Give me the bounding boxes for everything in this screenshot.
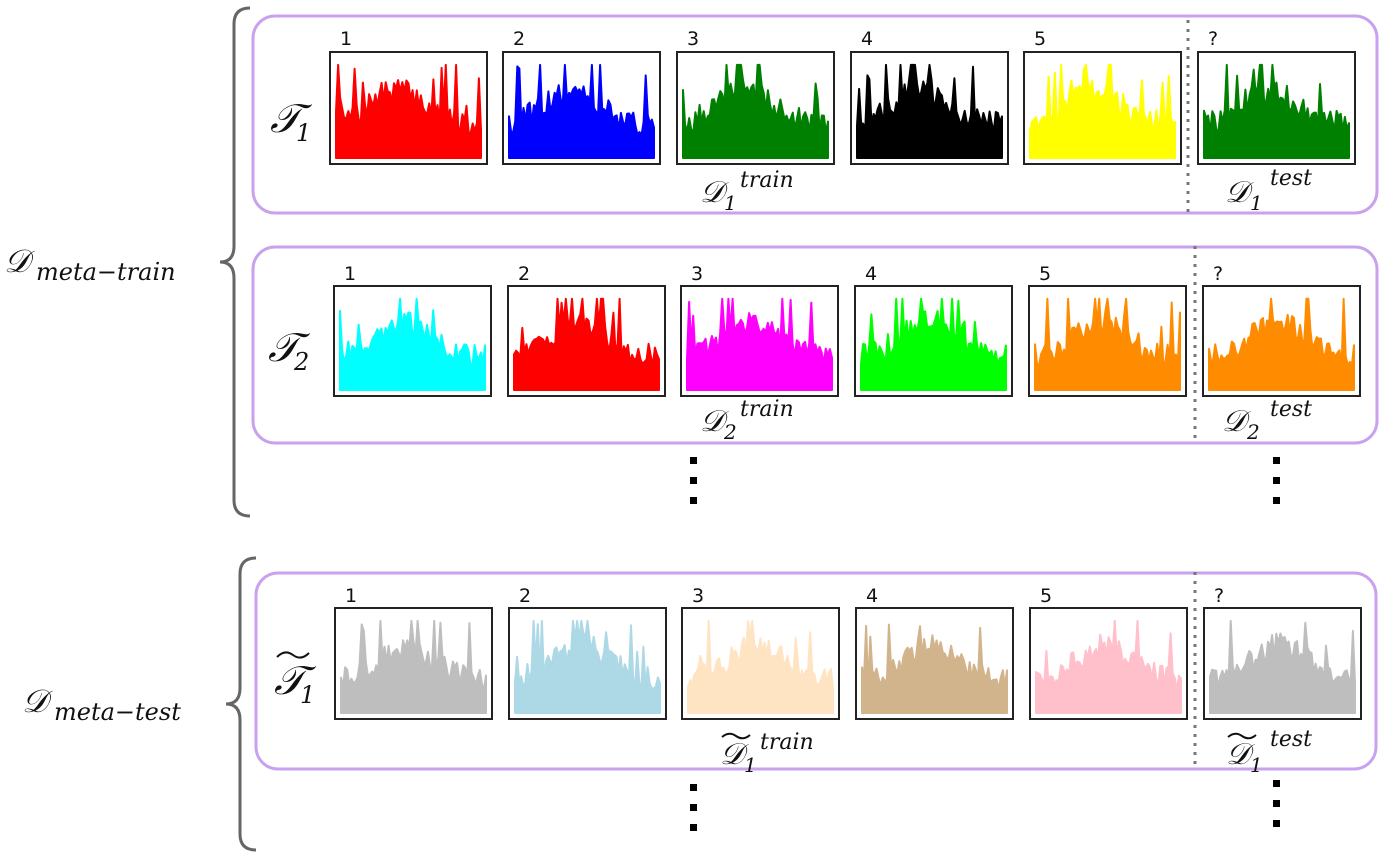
task-2-label: 𝒯 2: [268, 325, 311, 376]
panel-label: 5: [1034, 28, 1046, 50]
panel-waveform: [860, 297, 1007, 391]
panel-waveform: [1034, 297, 1181, 391]
meta-test-label: 𝒟 meta−test: [22, 682, 181, 726]
svg-text:1: 1: [296, 119, 311, 147]
svg-text:2: 2: [1246, 420, 1260, 444]
panel-label: 1: [345, 585, 357, 607]
panel-label: 4: [861, 28, 873, 50]
panel-6: ?: [1197, 28, 1356, 165]
panel-waveform: [1209, 619, 1356, 714]
panel-waveform: [1203, 63, 1350, 159]
meta-test-brace: [225, 556, 257, 852]
panel-label: 5: [1039, 263, 1051, 285]
tilde-mark: [276, 651, 310, 659]
task-1-test-label: 𝒟 1 test: [1225, 166, 1312, 215]
meta-test-continuation-dots: [690, 780, 1280, 831]
panel-waveform: [340, 619, 487, 714]
tilde-mark: [1227, 732, 1257, 740]
panel-waveform: [514, 619, 661, 714]
svg-text:𝒟: 𝒟: [22, 682, 53, 720]
svg-text:test: test: [1270, 727, 1312, 752]
svg-text:train: train: [740, 168, 794, 193]
panel-waveform: [335, 63, 482, 159]
svg-text:1: 1: [724, 191, 737, 215]
panel-waveform: [682, 63, 829, 159]
panel-3: 3: [680, 263, 839, 397]
task-tilde-1-label: 𝒯 1: [274, 651, 317, 709]
svg-text:2: 2: [723, 420, 737, 444]
panel-waveform: [513, 297, 660, 391]
panel-label: 3: [687, 28, 699, 50]
task-tilde-1-train-label: 𝒟 1 train: [720, 730, 814, 777]
panel-5: 5: [1023, 28, 1182, 165]
panel-label: 2: [518, 263, 530, 285]
panel-label: ?: [1214, 585, 1224, 607]
meta-train-label: 𝒟 meta−train: [4, 242, 176, 286]
panel-label: 4: [865, 263, 877, 285]
svg-text:test: test: [1270, 166, 1312, 191]
svg-text:𝒟: 𝒟: [4, 242, 35, 280]
panel-label: 3: [692, 585, 704, 607]
svg-text:1: 1: [1250, 191, 1263, 215]
panel-label: 1: [344, 263, 356, 285]
task-2-box: [251, 245, 1379, 445]
panel-5: 5: [1028, 263, 1187, 397]
svg-text:train: train: [760, 730, 814, 755]
panel-4: 4: [855, 585, 1014, 720]
svg-text:1: 1: [300, 681, 315, 709]
panel-6: ?: [1203, 585, 1362, 720]
panel-waveform: [508, 63, 655, 159]
svg-text:2: 2: [293, 348, 309, 376]
panel-1: 1: [333, 263, 492, 397]
panel-label: 2: [519, 585, 531, 607]
panel-label: 5: [1040, 585, 1052, 607]
panel-label: 3: [691, 263, 703, 285]
panel-waveform: [1029, 63, 1176, 159]
tilde-mark: [721, 732, 751, 740]
panel-5: 5: [1029, 585, 1188, 720]
panel-waveform: [861, 623, 1008, 714]
panel-6: ?: [1202, 263, 1361, 397]
svg-text:test: test: [1270, 397, 1312, 422]
panel-4: 4: [854, 263, 1013, 397]
panel-3: 3: [681, 585, 840, 720]
panel-waveform: [1035, 619, 1182, 714]
panel-label: 1: [340, 28, 352, 50]
task-2-train-label: 𝒟 2 train: [700, 397, 794, 444]
panel-waveform: [856, 63, 1003, 159]
svg-text:1: 1: [744, 753, 757, 777]
task-1-box: [251, 14, 1379, 215]
task-tilde-1-box: [254, 571, 1378, 771]
panel-2: 2: [502, 28, 661, 165]
svg-text:meta−test: meta−test: [54, 698, 181, 726]
panel-label: 4: [866, 585, 878, 607]
panel-label: 2: [513, 28, 525, 50]
panel-2: 2: [508, 585, 667, 720]
panel-label: ?: [1208, 28, 1218, 50]
svg-text:meta−train: meta−train: [36, 258, 176, 286]
panel-3: 3: [676, 28, 835, 165]
panel-label: ?: [1213, 263, 1223, 285]
task-1-train-label: 𝒟 1 train: [700, 168, 794, 215]
meta-train-brace: [219, 6, 251, 518]
meta-train-continuation-dots: [690, 457, 1280, 504]
panel-waveform: [686, 297, 833, 391]
panel-waveform: [1208, 297, 1355, 391]
panel-1: 1: [334, 585, 493, 720]
panel-waveform: [687, 619, 834, 714]
task-1-label: 𝒯 1: [270, 96, 313, 147]
panel-4: 4: [850, 28, 1009, 165]
task-2-test-label: 𝒟 2 test: [1222, 397, 1312, 444]
svg-text:1: 1: [1250, 753, 1263, 777]
panel-1: 1: [329, 28, 488, 165]
panel-waveform: [339, 297, 486, 391]
panel-2: 2: [507, 263, 666, 397]
svg-text:train: train: [740, 397, 794, 422]
